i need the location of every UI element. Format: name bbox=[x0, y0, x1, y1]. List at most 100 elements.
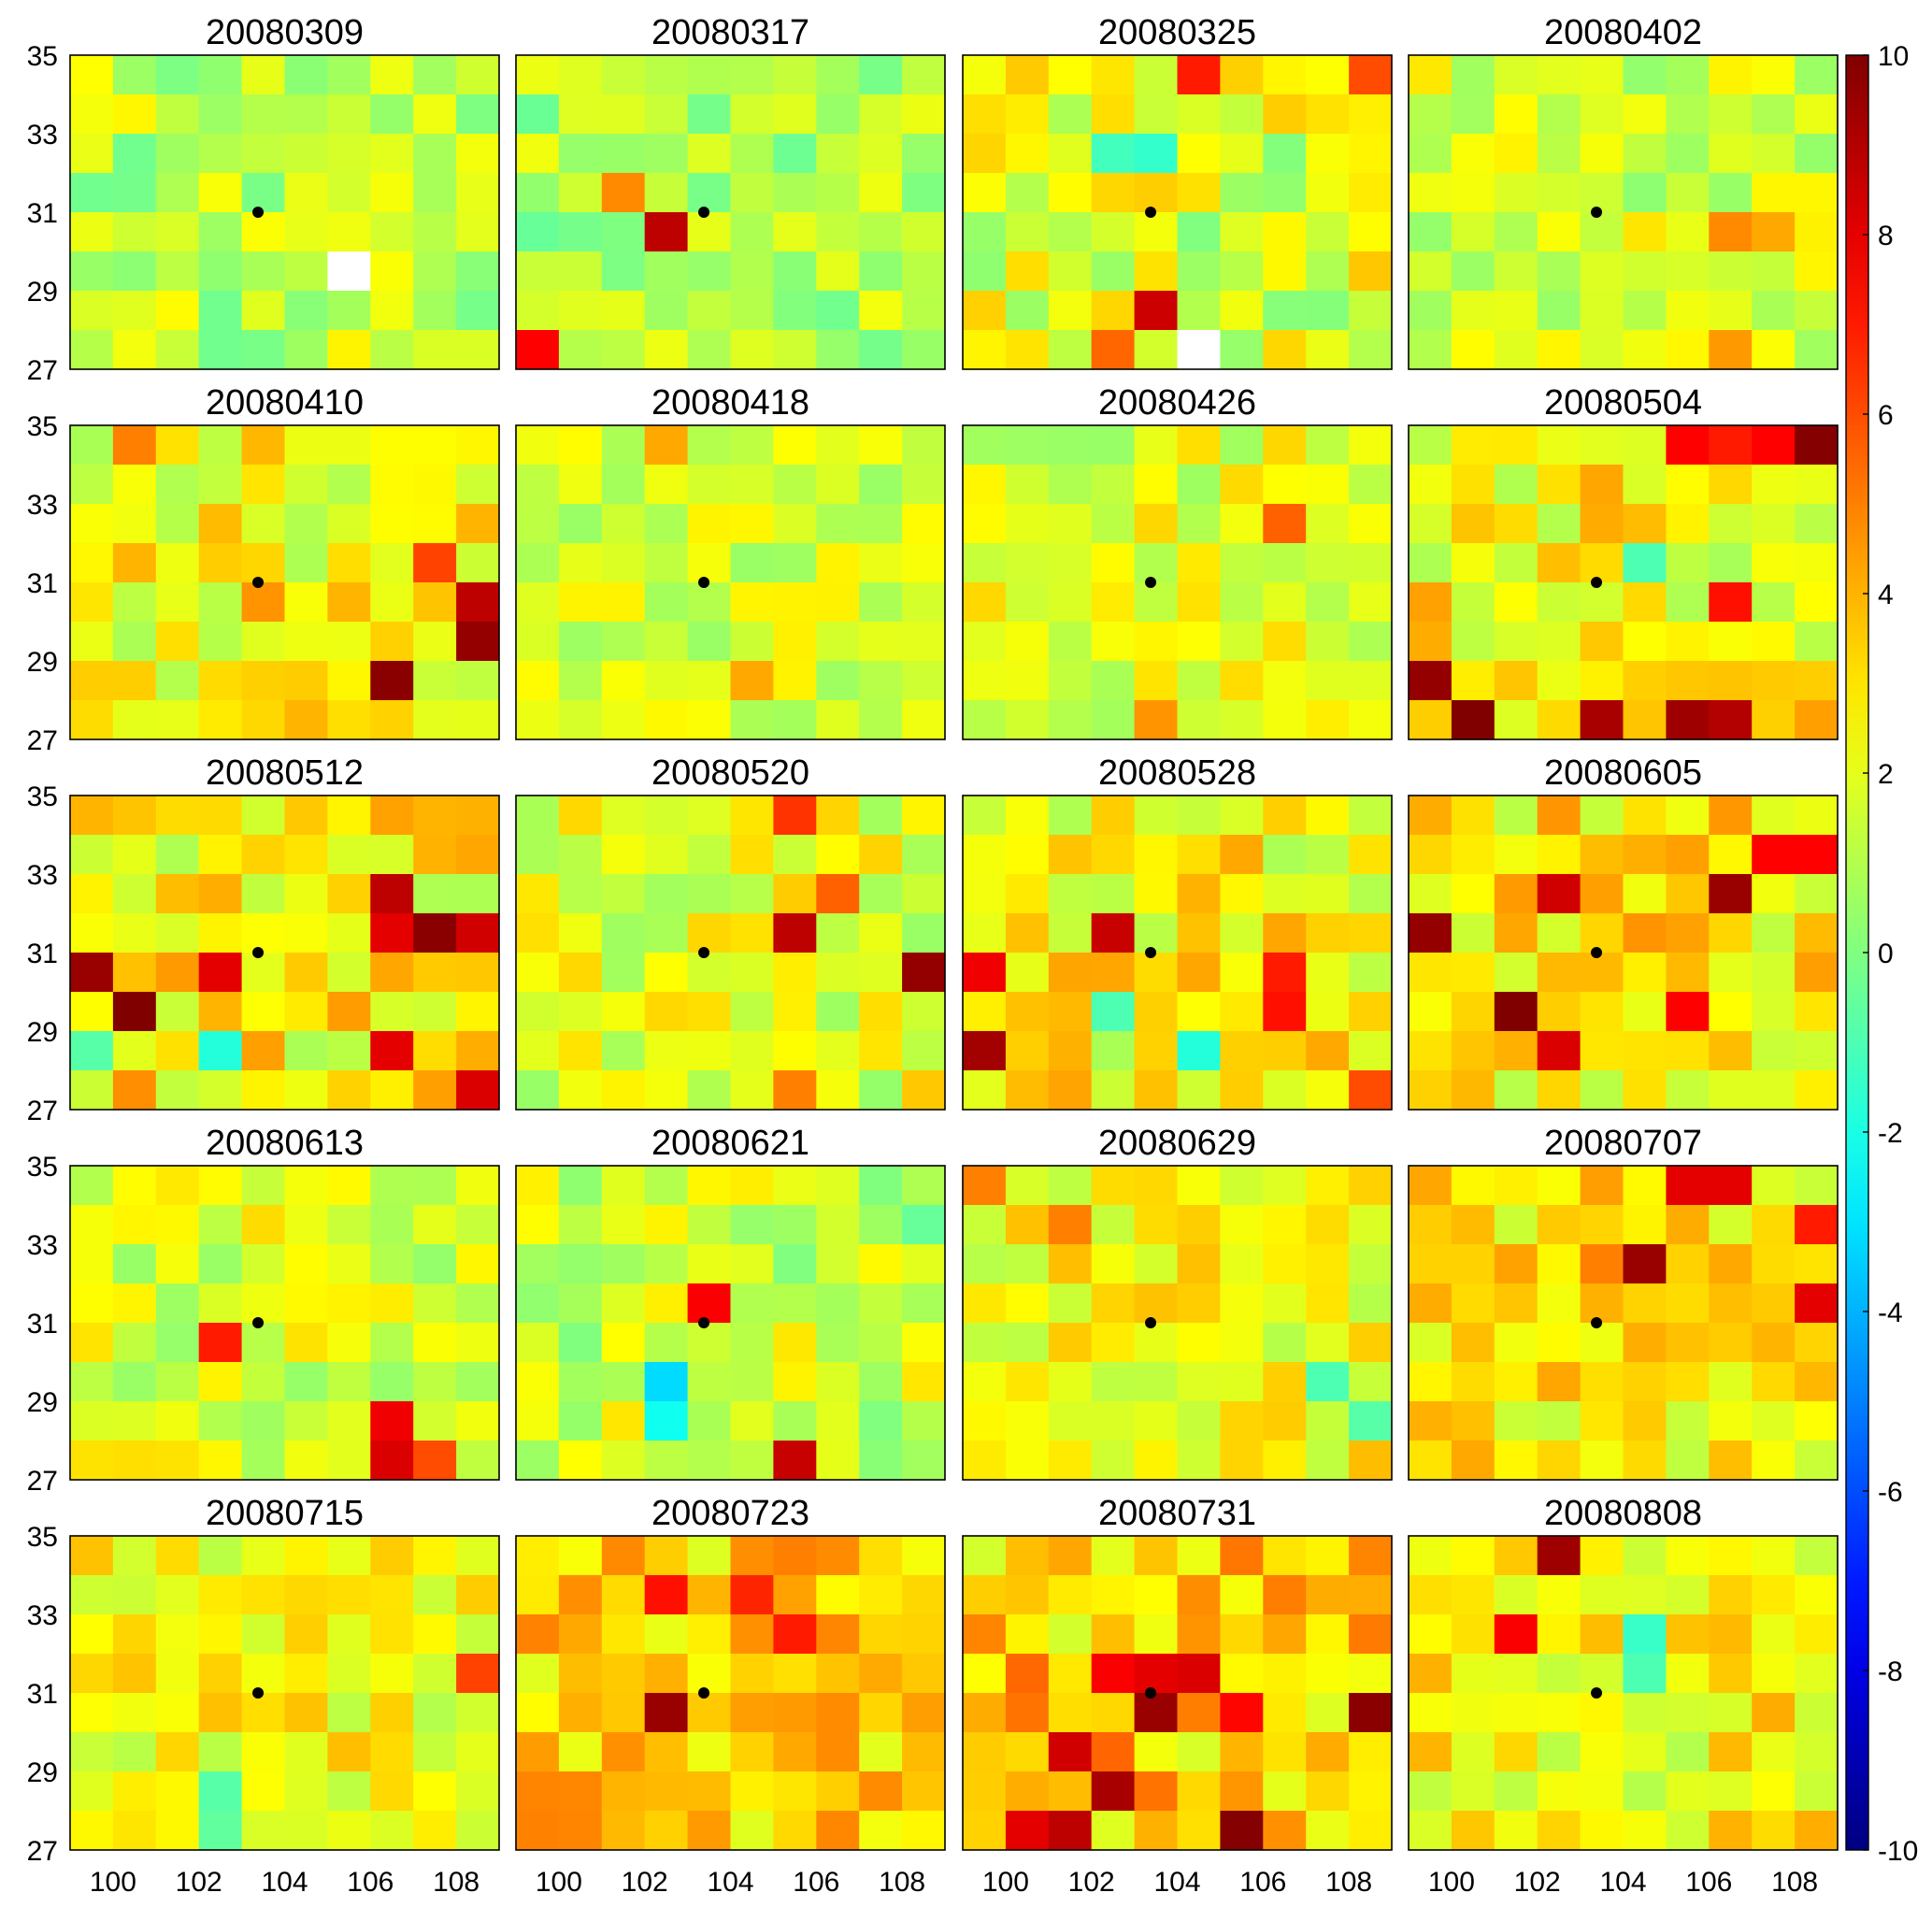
grid-cell bbox=[1666, 661, 1710, 701]
grid-cell bbox=[1537, 1070, 1581, 1110]
grid-cell bbox=[1048, 1654, 1093, 1694]
colorbar-tick-label: -6 bbox=[1878, 1477, 1903, 1508]
grid-cell bbox=[1005, 330, 1050, 369]
grid-cell bbox=[601, 1362, 646, 1402]
grid-cell bbox=[773, 134, 817, 174]
grid-cell bbox=[1048, 1811, 1093, 1850]
grid-cell bbox=[773, 55, 817, 95]
panel-title: 20080426 bbox=[1098, 383, 1256, 423]
grid-cell bbox=[112, 94, 157, 135]
grid-cell bbox=[1580, 1205, 1624, 1245]
grid-cell bbox=[155, 55, 200, 95]
grid-cell bbox=[198, 661, 243, 701]
grid-cell bbox=[816, 1166, 860, 1206]
grid-cell bbox=[859, 1362, 903, 1402]
grid-cell bbox=[1091, 1732, 1136, 1772]
grid-cell bbox=[1752, 1654, 1796, 1694]
grid-cell bbox=[70, 1811, 114, 1850]
grid-cell bbox=[1134, 330, 1179, 369]
grid-cell bbox=[773, 700, 817, 739]
grid-cell bbox=[1306, 212, 1350, 252]
grid-cell bbox=[1494, 913, 1538, 954]
grid-cell bbox=[198, 1031, 243, 1071]
grid-cell bbox=[1005, 1362, 1050, 1402]
anomaly-grid bbox=[70, 55, 499, 369]
grid-cell bbox=[1451, 835, 1496, 875]
grid-cell bbox=[1134, 504, 1179, 544]
grid-cell bbox=[1409, 835, 1453, 875]
grid-cell bbox=[1537, 1575, 1581, 1615]
grid-cell bbox=[963, 465, 1007, 505]
grid-cell bbox=[112, 1441, 157, 1480]
grid-cell bbox=[644, 1166, 689, 1206]
grid-cell bbox=[112, 212, 157, 252]
grid-cell bbox=[456, 1575, 499, 1615]
grid-cell bbox=[516, 1536, 560, 1576]
grid-cell bbox=[859, 543, 903, 583]
x-tick-label: 100 bbox=[90, 1867, 136, 1898]
grid-cell bbox=[1451, 1401, 1496, 1441]
grid-cell bbox=[902, 1362, 945, 1402]
grid-cell bbox=[816, 1811, 860, 1850]
grid-cell bbox=[327, 543, 371, 583]
grid-cell bbox=[1795, 1166, 1838, 1206]
grid-cell bbox=[1752, 1031, 1796, 1071]
grid-cell bbox=[902, 1575, 945, 1615]
grid-cell bbox=[1494, 1244, 1538, 1284]
grid-cell bbox=[1220, 1614, 1264, 1655]
grid-cell bbox=[112, 796, 157, 836]
grid-cell bbox=[155, 1031, 200, 1071]
grid-cell bbox=[413, 1693, 457, 1733]
anomaly-grid bbox=[516, 1166, 945, 1480]
grid-cell bbox=[413, 94, 457, 135]
map-panel: 20080520 bbox=[515, 753, 946, 1111]
grid-cell bbox=[859, 55, 903, 95]
grid-cell bbox=[730, 1693, 774, 1733]
grid-cell bbox=[687, 1323, 732, 1363]
grid-cell bbox=[644, 661, 689, 701]
grid-cell bbox=[1580, 1693, 1624, 1733]
grid-cell bbox=[1005, 1441, 1050, 1480]
grid-cell bbox=[1494, 582, 1538, 623]
colorbar-tick-label: 10 bbox=[1878, 41, 1909, 72]
grid-cell bbox=[816, 1362, 860, 1402]
grid-cell bbox=[730, 700, 774, 739]
grid-cell bbox=[1709, 1771, 1753, 1812]
grid-cell bbox=[687, 992, 732, 1032]
grid-cell bbox=[773, 622, 817, 662]
grid-cell bbox=[1005, 55, 1050, 95]
grid-cell bbox=[1494, 622, 1538, 662]
grid-cell bbox=[687, 1654, 732, 1694]
grid-cell bbox=[241, 1771, 286, 1812]
grid-cell bbox=[773, 913, 817, 954]
grid-cell bbox=[1494, 134, 1538, 174]
grid-cell bbox=[558, 1070, 603, 1110]
grid-cell bbox=[1451, 465, 1496, 505]
grid-cell bbox=[859, 291, 903, 331]
grid-cell bbox=[370, 1614, 414, 1655]
grid-cell bbox=[70, 1614, 114, 1655]
grid-cell bbox=[1134, 1205, 1179, 1245]
y-tick-label: 29 bbox=[27, 277, 58, 308]
grid-cell bbox=[1134, 94, 1179, 135]
grid-cell bbox=[1263, 1771, 1307, 1812]
grid-cell bbox=[413, 465, 457, 505]
grid-cell bbox=[112, 1166, 157, 1206]
grid-cell bbox=[241, 661, 286, 701]
grid-cell bbox=[1623, 622, 1667, 662]
grid-cell bbox=[773, 1575, 817, 1615]
epicenter-marker bbox=[1591, 207, 1603, 218]
grid-cell bbox=[70, 661, 114, 701]
grid-cell bbox=[902, 1205, 945, 1245]
map-panel: 20080707 bbox=[1408, 1124, 1839, 1481]
grid-cell bbox=[558, 1732, 603, 1772]
x-tick-label: 102 bbox=[1068, 1867, 1115, 1898]
grid-cell bbox=[1409, 953, 1453, 993]
grid-cell bbox=[112, 251, 157, 292]
grid-cell bbox=[1666, 1205, 1710, 1245]
grid-cell bbox=[1220, 1244, 1264, 1284]
grid-cell bbox=[1795, 173, 1838, 213]
grid-cell bbox=[1709, 700, 1753, 739]
grid-cell bbox=[327, 465, 371, 505]
grid-cell bbox=[284, 1536, 328, 1576]
